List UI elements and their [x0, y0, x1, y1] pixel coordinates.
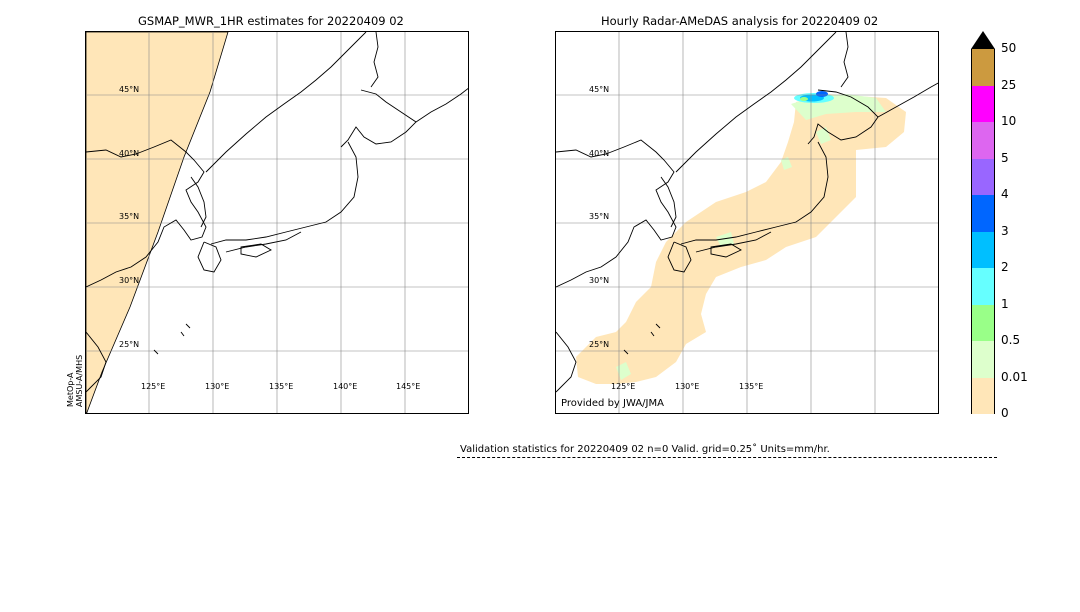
colorbar-extend-arrow — [971, 31, 995, 49]
colorbar-label: 2 — [1001, 260, 1009, 274]
validation-text: Validation statistics for 20220409 02 n=… — [460, 444, 830, 455]
colorbar — [971, 49, 995, 414]
colorbar-segment — [972, 377, 994, 414]
colorbar-label: 0.01 — [1001, 369, 1028, 384]
satellite-label-sensor: AMSU-A/MHS — [75, 354, 84, 407]
satellite-swath — [86, 32, 229, 413]
right-lon-label-125: 125°E — [611, 382, 636, 391]
lon-label-125: 125°E — [141, 382, 166, 391]
lon-label-140: 140°E — [333, 382, 358, 391]
colorbar-segment — [972, 304, 994, 341]
colorbar-segment — [972, 122, 994, 159]
lon-label-130: 130°E — [205, 382, 230, 391]
lon-label-135: 135°E — [269, 382, 294, 391]
colorbar-label: 4 — [1001, 187, 1009, 201]
colorbar-segment — [972, 341, 994, 378]
heavy-rain-cells — [794, 91, 834, 103]
colorbar-segment — [972, 268, 994, 305]
lat-label-35: 35°N — [119, 212, 140, 221]
right-lat-label-30: 30°N — [589, 276, 610, 285]
right-panel-title: Hourly Radar-AMeDAS analysis for 2022040… — [601, 14, 879, 28]
colorbar-label: 3 — [1001, 223, 1009, 238]
colorbar-segment — [972, 158, 994, 195]
data-credit: Provided by JWA/JMA — [561, 398, 664, 409]
colorbar-segment — [972, 49, 994, 86]
right-lon-label-135: 135°E — [739, 382, 764, 391]
colorbar-label: 25 — [1001, 77, 1017, 92]
colorbar-segment — [972, 195, 994, 232]
lat-label-30: 30°N — [119, 276, 140, 285]
right-lat-label-45: 45°N — [589, 85, 610, 94]
colorbar-label: 0.5 — [1001, 333, 1021, 347]
left-coastlines — [86, 32, 468, 393]
validation-underline — [457, 457, 997, 458]
colorbar-segment — [972, 231, 994, 268]
lat-label-40: 40°N — [119, 149, 140, 158]
right-map-panel — [555, 31, 939, 414]
colorbar-label: 5 — [1001, 150, 1009, 165]
colorbar-label: 0 — [1001, 406, 1009, 420]
left-map-svg — [86, 32, 468, 413]
left-map-panel — [85, 31, 469, 414]
right-lat-label-35: 35°N — [589, 212, 610, 221]
colorbar-segment — [972, 85, 994, 122]
right-lat-label-25: 25°N — [589, 340, 610, 349]
right-map-svg — [556, 32, 938, 413]
lon-label-145: 145°E — [396, 382, 421, 391]
right-gridlines — [556, 32, 938, 413]
satellite-label-metop: MetOp-A — [66, 372, 75, 407]
colorbar-label: 50 — [1001, 41, 1017, 55]
left-panel-title: GSMAP_MWR_1HR estimates for 20220409 02 — [138, 14, 404, 28]
right-coastlines — [556, 32, 938, 393]
colorbar-label: 10 — [1001, 114, 1017, 128]
radar-coverage — [576, 94, 906, 384]
lat-label-45: 45°N — [119, 85, 140, 94]
lat-label-25: 25°N — [119, 340, 140, 349]
right-lat-label-40: 40°N — [589, 149, 610, 158]
left-gridlines — [86, 32, 468, 413]
right-lon-label-130: 130°E — [675, 382, 700, 391]
colorbar-label: 1 — [1001, 296, 1009, 311]
